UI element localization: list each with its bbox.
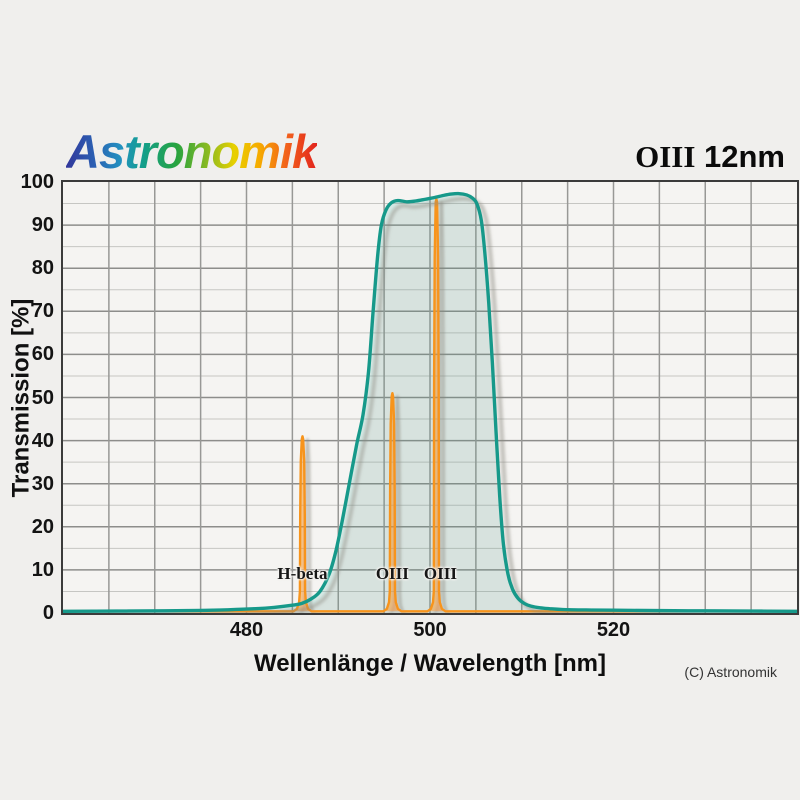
x-axis-ticks: 480 500 520	[63, 617, 797, 647]
chart-title-bandwidth: 12nm	[695, 139, 785, 174]
copyright-text: (C) Astronomik	[684, 664, 777, 680]
transmission-chart-svg	[63, 182, 797, 613]
emission-line-label-oiii: OIII	[423, 564, 457, 583]
y-tick-label: 90	[31, 214, 54, 237]
y-axis-ticks: 0 10 20 30 40 50 60 70 80 90 100	[2, 171, 58, 624]
y-tick-label: 0	[42, 602, 54, 624]
x-tick-label: 520	[596, 619, 631, 641]
y-tick-label: 40	[31, 429, 54, 452]
plot-area: H-beta OIII OIII	[61, 180, 799, 615]
emission-line-label-oiii: OIII	[375, 564, 409, 583]
y-tick-label: 70	[31, 300, 54, 323]
y-tick-label: 10	[31, 558, 54, 581]
emission-line-label-h-beta: H-beta	[277, 564, 328, 583]
astronomik-logo: Astronomik	[66, 125, 318, 178]
y-tick-label: 20	[31, 515, 54, 538]
filter-transmission-curve	[63, 191, 797, 613]
y-tick-label: 50	[31, 386, 54, 409]
emission-spectrum-line	[63, 198, 797, 613]
x-tick-label: 480	[229, 619, 264, 641]
x-axis-title: Wellenlänge / Wavelength [nm]	[253, 650, 607, 677]
chart-title-filter-name: OIII	[635, 139, 696, 174]
y-tick-label: 80	[31, 257, 54, 280]
x-tick-label: 500	[413, 619, 447, 641]
chart-title: OIII 12nm	[635, 141, 785, 172]
y-tick-label: 100	[20, 171, 54, 193]
y-tick-label: 60	[31, 343, 54, 366]
filter-transmission-area	[63, 193, 797, 613]
y-tick-label: 30	[31, 472, 54, 495]
